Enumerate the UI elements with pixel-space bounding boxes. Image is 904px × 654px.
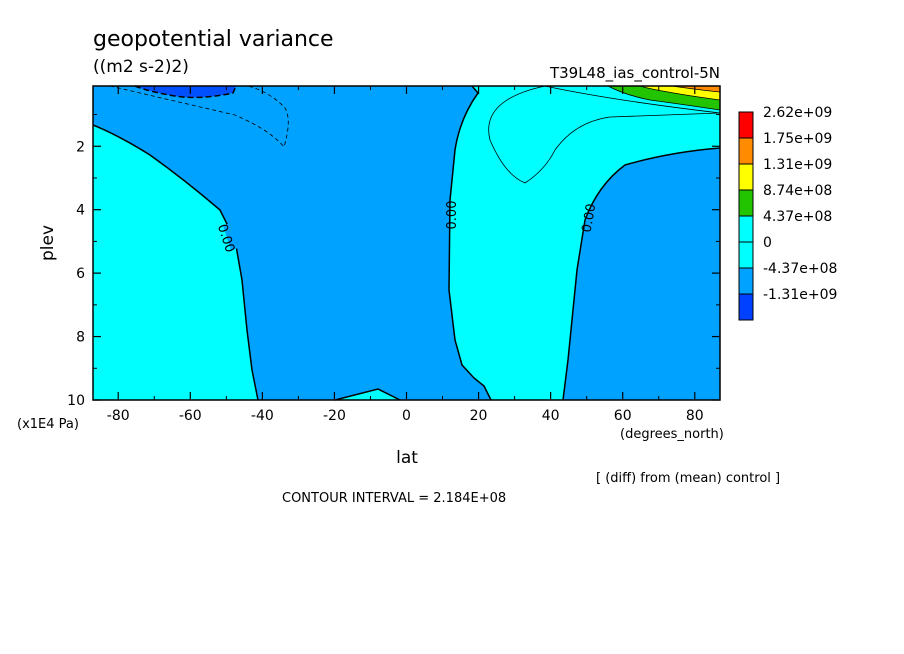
y-tick-label: 2 xyxy=(76,139,85,155)
x-tick-label: -20 xyxy=(323,408,346,424)
x-tick-label: -80 xyxy=(107,408,130,424)
contour-positive-east xyxy=(488,85,721,184)
legend-swatch xyxy=(738,267,754,295)
y-axis-units: (x1E4 Pa) xyxy=(17,417,79,432)
legend: 2.62e+09 1.75e+09 1.31e+09 8.74e+08 4.37e+08… xyxy=(738,105,837,321)
y-tick-label: 6 xyxy=(76,266,85,282)
legend-swatch xyxy=(738,215,754,243)
y-tick-label: 4 xyxy=(76,203,85,219)
x-tick-label: 20 xyxy=(470,408,488,424)
legend-label: 1.31e+09 xyxy=(763,157,832,173)
legend-label: 1.75e+09 xyxy=(763,131,832,147)
contour-zero-east xyxy=(562,147,721,401)
legend-label: 8.74e+08 xyxy=(763,183,832,199)
chart-units: ((m2 s-2)2) xyxy=(93,57,189,77)
x-tick-label: 60 xyxy=(614,408,632,424)
x-axis-label: lat xyxy=(396,448,418,468)
contour-interval: CONTOUR INTERVAL = 2.184E+08 xyxy=(282,491,506,506)
legend-swatch xyxy=(738,137,754,165)
chart-title: geopotential variance xyxy=(93,27,334,52)
x-axis: -80 -60 -40 -20 0 20 40 60 80 xyxy=(107,86,704,424)
legend-label: 4.37e+08 xyxy=(763,209,832,225)
diff-note: [ (diff) from (mean) control ] xyxy=(596,471,780,486)
plot-area: 0.00 0.00 0.00 xyxy=(92,85,721,401)
y-axis-label: plev xyxy=(38,225,58,261)
legend-label: 0 xyxy=(763,235,772,251)
x-axis-units: (degrees_north) xyxy=(620,427,724,442)
contour-negative-dashed xyxy=(109,85,289,148)
x-tick-label: 40 xyxy=(542,408,560,424)
x-tick-label: -40 xyxy=(251,408,274,424)
legend-swatch xyxy=(738,293,754,321)
contour-zero-bottom xyxy=(334,388,401,401)
region-negative-west xyxy=(93,86,491,400)
x-tick-label: 80 xyxy=(686,408,704,424)
contour-zero-center xyxy=(448,85,492,401)
y-tick-label: 10 xyxy=(67,393,85,409)
legend-swatch xyxy=(738,163,754,191)
y-tick-label: 8 xyxy=(76,330,85,346)
legend-label: -4.37e+08 xyxy=(763,261,837,277)
run-label: T39L48_ias_control-5N xyxy=(549,64,720,83)
y-axis: 2 4 6 8 10 xyxy=(67,114,720,409)
contour-label-group: 0.00 0.00 0.00 xyxy=(214,201,599,255)
x-tick-label: -60 xyxy=(179,408,202,424)
legend-swatch xyxy=(738,189,754,217)
legend-swatch xyxy=(738,111,754,139)
contour-strong-dashed xyxy=(134,85,237,99)
legend-swatch xyxy=(738,241,754,269)
legend-label: -1.31e+09 xyxy=(763,287,837,303)
legend-label: 2.62e+09 xyxy=(763,105,832,121)
x-tick-label: 0 xyxy=(402,408,411,424)
contour-label-2: 0.00 xyxy=(445,201,460,230)
region-negative-east xyxy=(563,148,720,400)
region-strong-negative xyxy=(135,86,236,98)
contour-zero-west xyxy=(92,124,259,401)
contour-label-3: 0.00 xyxy=(580,203,600,234)
